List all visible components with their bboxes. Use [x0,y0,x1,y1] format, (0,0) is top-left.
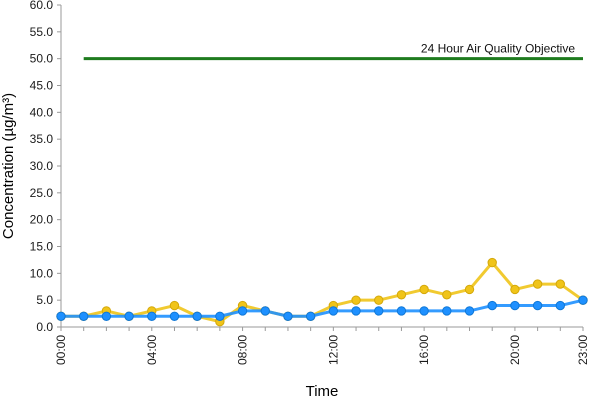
y-tick-label: 5.0 [36,293,53,307]
y-tick-label: 60.0 [30,0,54,12]
data-point [464,306,475,316]
data-point [532,300,543,311]
y-tick-label: 45.0 [30,79,54,93]
data-point [78,311,89,321]
x-axis-title: Time [306,383,339,400]
data-point [283,311,293,321]
y-tick-label: 30.0 [30,159,54,173]
data-point [464,284,475,295]
reference-line-group: 24 Hour Air Quality Objective [83,42,583,61]
data-point [169,300,180,311]
data-point [555,300,566,311]
data-point [101,311,112,321]
data-point [532,279,543,289]
data-point [419,284,429,295]
x-tick-label: 00:00 [54,335,68,365]
x-tick-label: 12:00 [326,335,340,365]
data-point [147,311,157,321]
y-tick-label: 50.0 [30,52,54,66]
x-axis-ticks: 00:00 04:00 08:00 12:00 16:00 20:00 23:00 [54,327,590,365]
data-point [442,290,452,300]
data-point [510,300,520,311]
data-point [510,284,520,295]
y-tick-label: 20.0 [30,213,54,227]
data-point [237,306,248,316]
x-tick-label: 20:00 [508,335,522,365]
y-axis-title: Concentration (µg/m³) [0,93,17,239]
y-tick-label: 35.0 [30,132,54,146]
data-point [124,311,134,321]
y-tick-label: 15.0 [30,240,54,254]
data-point [374,295,384,305]
y-tick-label: 40.0 [30,105,54,119]
data-point [374,306,384,316]
data-point [578,295,588,305]
data-point [396,306,407,316]
data-point [305,311,316,321]
y-tick-label: 10.0 [30,266,54,280]
data-point [487,300,497,311]
x-tick-label: 16:00 [417,335,431,365]
data-point [215,311,225,321]
x-tick-label: 04:00 [145,335,159,365]
y-tick-label: 55.0 [30,25,54,39]
data-point [487,257,497,268]
data-point [192,311,202,321]
data-point [351,306,361,316]
data-point [56,311,66,321]
x-tick-label: 08:00 [236,335,250,365]
data-point [260,306,270,316]
data-point [419,306,429,316]
data-point [169,311,180,321]
y-axis-ticks: 0.0 5.0 10.0 15.0 20.0 25.0 30.0 35.0 40.0 45.0 50… [30,0,61,334]
data-point [351,295,361,305]
reference-line-label: 24 Hour Air Quality Objective [421,42,575,56]
y-tick-label: 0.0 [36,320,53,334]
data-point [442,306,452,316]
series-group [56,257,588,327]
series-2 [56,295,588,321]
x-tick-label: 23:00 [576,335,590,365]
data-point [555,279,566,289]
data-point [328,306,339,316]
data-point [396,290,407,300]
y-tick-label: 25.0 [30,186,54,200]
